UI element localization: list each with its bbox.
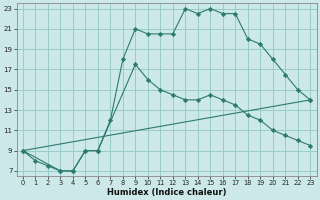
X-axis label: Humidex (Indice chaleur): Humidex (Indice chaleur) [107, 188, 226, 197]
